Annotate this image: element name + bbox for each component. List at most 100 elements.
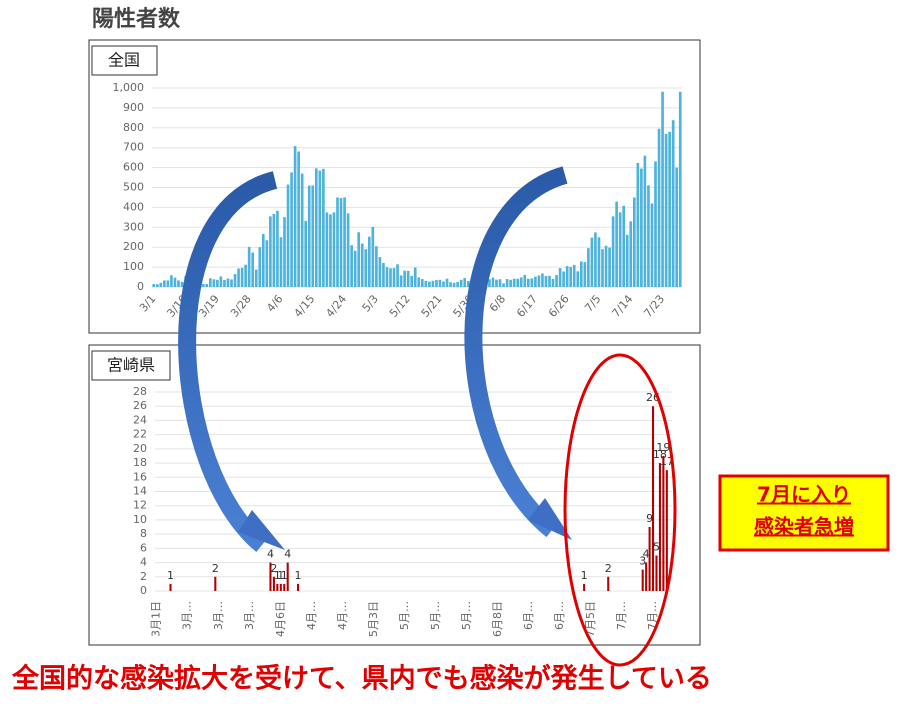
bar	[406, 270, 410, 287]
data-label: 2	[270, 562, 277, 575]
bar	[269, 562, 272, 591]
bar	[378, 257, 382, 287]
data-label: 1	[167, 569, 174, 582]
bar	[251, 252, 255, 287]
bar	[576, 271, 580, 287]
bar	[382, 262, 385, 287]
bar	[279, 237, 283, 287]
bar	[665, 470, 668, 591]
bar	[650, 203, 654, 287]
bar	[562, 271, 565, 287]
bar	[558, 268, 562, 287]
bar	[668, 131, 671, 287]
x-tick-label: 4月…	[336, 601, 349, 630]
bar	[431, 280, 435, 287]
highlight-ellipse	[563, 353, 677, 667]
x-tick-label: 3/19	[196, 293, 222, 320]
data-label: 3	[639, 555, 646, 568]
bar	[583, 583, 586, 591]
bar	[428, 281, 431, 287]
bar	[214, 576, 217, 591]
bar	[177, 280, 180, 287]
bar	[435, 280, 438, 287]
bar	[463, 278, 467, 287]
y-tick-label: 28	[133, 385, 147, 398]
bar	[488, 279, 491, 287]
y-tick-label: 300	[123, 220, 144, 233]
data-label: 1	[281, 569, 288, 582]
bar	[424, 280, 428, 287]
data-label: 17	[660, 455, 674, 468]
x-tick-label: 3月…	[181, 601, 194, 630]
bar	[357, 232, 361, 287]
bar	[675, 167, 679, 287]
y-tick-label: 6	[140, 541, 147, 554]
data-label: 5	[653, 540, 660, 553]
x-tick-label: 4/24	[323, 293, 349, 320]
bar	[367, 236, 371, 287]
bar	[413, 267, 417, 287]
y-tick-label: 700	[123, 141, 144, 154]
bar	[155, 284, 159, 287]
callout-text: 感染者急増	[754, 515, 854, 539]
y-tick-label: 2	[140, 570, 147, 583]
bar	[643, 155, 647, 287]
x-tick-label: 7/14	[610, 293, 636, 320]
bar	[258, 247, 262, 287]
chart-title: 宮崎県	[107, 356, 155, 375]
x-tick-label: 3月1日	[150, 601, 163, 637]
bar	[159, 282, 163, 287]
x-tick-label: 7月5日	[584, 601, 597, 637]
y-tick-label: 1,000	[113, 81, 145, 94]
x-tick-label: 7月…	[646, 601, 659, 630]
bar	[208, 278, 212, 287]
bar	[276, 583, 279, 591]
x-tick-label: 5/3	[360, 292, 381, 314]
bar	[314, 168, 318, 287]
bar	[625, 234, 629, 287]
bar	[569, 266, 573, 287]
chart-frame	[88, 39, 701, 334]
bar	[389, 268, 392, 287]
bar	[265, 240, 269, 287]
bar	[647, 185, 650, 287]
x-tick-label: 6/8	[487, 292, 508, 314]
bar	[410, 276, 414, 287]
x-tick-label: 6/26	[546, 293, 572, 320]
bar	[587, 248, 590, 287]
bar	[611, 216, 615, 287]
arrow-head	[528, 498, 572, 540]
bar	[648, 527, 651, 591]
data-label: 19	[656, 441, 670, 454]
bar	[641, 569, 644, 591]
bar	[297, 151, 300, 287]
bar	[169, 583, 172, 591]
bar	[654, 161, 657, 287]
data-label: 1	[581, 569, 588, 582]
y-tick-label: 18	[133, 456, 147, 469]
bar	[322, 168, 325, 287]
bar	[180, 281, 184, 287]
bar	[385, 267, 389, 287]
bar	[541, 273, 544, 287]
x-tick-label: 5/21	[419, 293, 445, 320]
bar	[230, 279, 233, 287]
bar	[502, 283, 505, 287]
x-tick-label: 3/28	[228, 293, 254, 320]
bar	[318, 170, 322, 287]
bar	[629, 221, 633, 287]
bar	[269, 216, 272, 287]
bar	[548, 275, 551, 287]
data-label: 1	[277, 569, 284, 582]
bar	[244, 264, 247, 287]
bar	[601, 249, 604, 287]
arrow	[464, 166, 568, 538]
x-tick-label: 5月3日	[367, 601, 380, 637]
bar	[632, 197, 636, 287]
bar	[297, 583, 300, 591]
bar	[597, 237, 601, 287]
bar	[615, 201, 618, 287]
bar	[336, 197, 339, 287]
x-tick-label: 5月…	[429, 601, 442, 630]
